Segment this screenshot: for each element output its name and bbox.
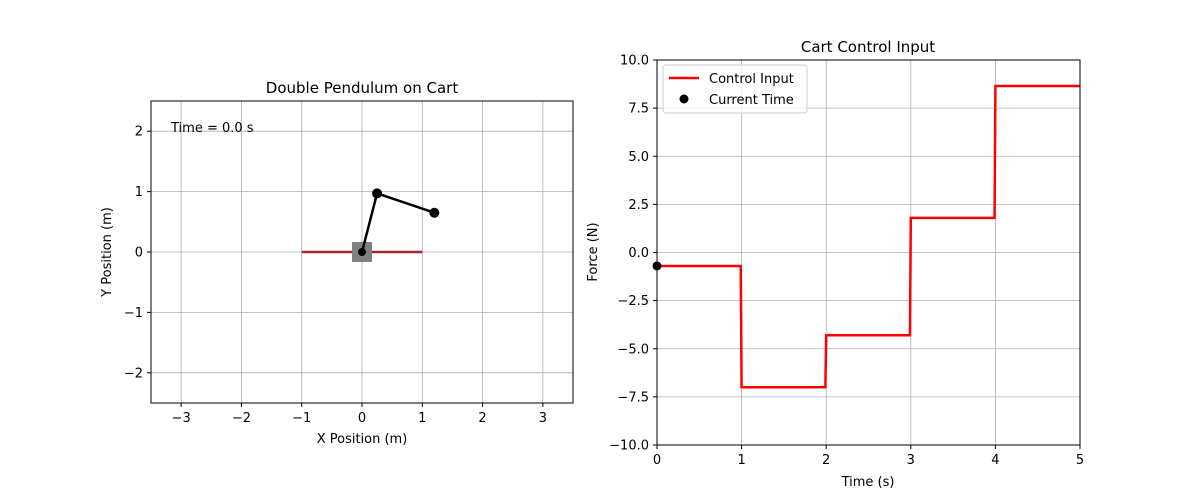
pendulum-bob — [429, 207, 440, 218]
x-tick-label: 3 — [907, 453, 915, 468]
x-tick-label: 1 — [737, 453, 745, 468]
legend-dot-swatch — [679, 94, 689, 104]
y-tick-label: 0.0 — [628, 246, 649, 261]
y-tick-label: −10.0 — [609, 439, 649, 454]
y-tick-label: −5.0 — [617, 342, 649, 357]
x-tick-label: −1 — [292, 411, 311, 426]
control-plot-title: Cart Control Input — [801, 38, 935, 56]
pendulum-y-axis-label: Y Position (m) — [100, 207, 115, 298]
x-tick-label: −2 — [232, 411, 251, 426]
pivot-point — [358, 248, 366, 256]
x-tick-label: 3 — [539, 411, 547, 426]
time-annotation: Time = 0.0 s — [170, 121, 254, 136]
y-tick-label: 0 — [135, 246, 143, 261]
x-tick-label: 0 — [358, 411, 366, 426]
y-tick-label: 2.5 — [628, 198, 649, 213]
pendulum-x-axis-label: X Position (m) — [317, 432, 408, 447]
legend-entry-control-input: Control Input — [709, 72, 794, 87]
y-tick-label: 10.0 — [620, 54, 649, 69]
control-x-axis-label: Time (s) — [841, 475, 895, 490]
y-tick-label: 2 — [135, 125, 143, 140]
y-tick-label: −7.5 — [617, 390, 649, 405]
control-y-axis-label: Force (N) — [586, 222, 601, 281]
x-tick-label: 2 — [478, 411, 486, 426]
legend-entry-current-time: Current Time — [709, 93, 794, 108]
pendulum-content — [301, 188, 440, 262]
y-tick-label: 1 — [135, 185, 143, 200]
x-tick-label: 1 — [418, 411, 426, 426]
control-plot: 0 1 2 3 4 5−10.0−7.5−5.0−2.50.02.55.07.510.0 … — [586, 38, 1084, 490]
y-tick-label: 5.0 — [628, 150, 649, 165]
y-tick-label: 7.5 — [628, 102, 649, 117]
x-tick-label: −3 — [172, 411, 191, 426]
x-tick-label: 4 — [991, 453, 999, 468]
x-tick-label: 5 — [1076, 453, 1084, 468]
y-tick-label: −2.5 — [617, 294, 649, 309]
control-ticks: 0 1 2 3 4 5 −10.0 −7.5 −5.0 −2.5 0.0 2.5 5.0 7.5 10.0 — [609, 54, 1084, 469]
x-tick-label: 2 — [822, 453, 830, 468]
y-tick-label: −2 — [124, 366, 143, 381]
pendulum-ticks: −3 −2 −1 0 1 2 3 −2 −1 0 1 2 — [124, 125, 547, 426]
control-input-line — [657, 84, 1080, 389]
legend: Control Input Current Time — [662, 64, 808, 114]
y-tick-label: −1 — [124, 306, 143, 321]
pendulum-plot: −3 −2 −1 0 1 2 3 −2 −1 0 1 2 Double Pendulum on Car… — [100, 79, 574, 447]
pendulum-bob — [372, 188, 383, 199]
x-tick-label: 0 — [653, 453, 661, 468]
pendulum-plot-title: Double Pendulum on Cart — [266, 79, 459, 97]
